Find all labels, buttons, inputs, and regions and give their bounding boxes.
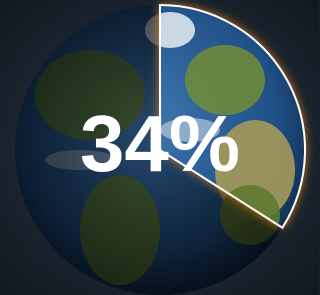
chart: 34% bbox=[0, 0, 319, 295]
value-label: 34% bbox=[80, 99, 240, 188]
page: {"chart_data": {"type": "pie", "values":… bbox=[0, 0, 319, 295]
